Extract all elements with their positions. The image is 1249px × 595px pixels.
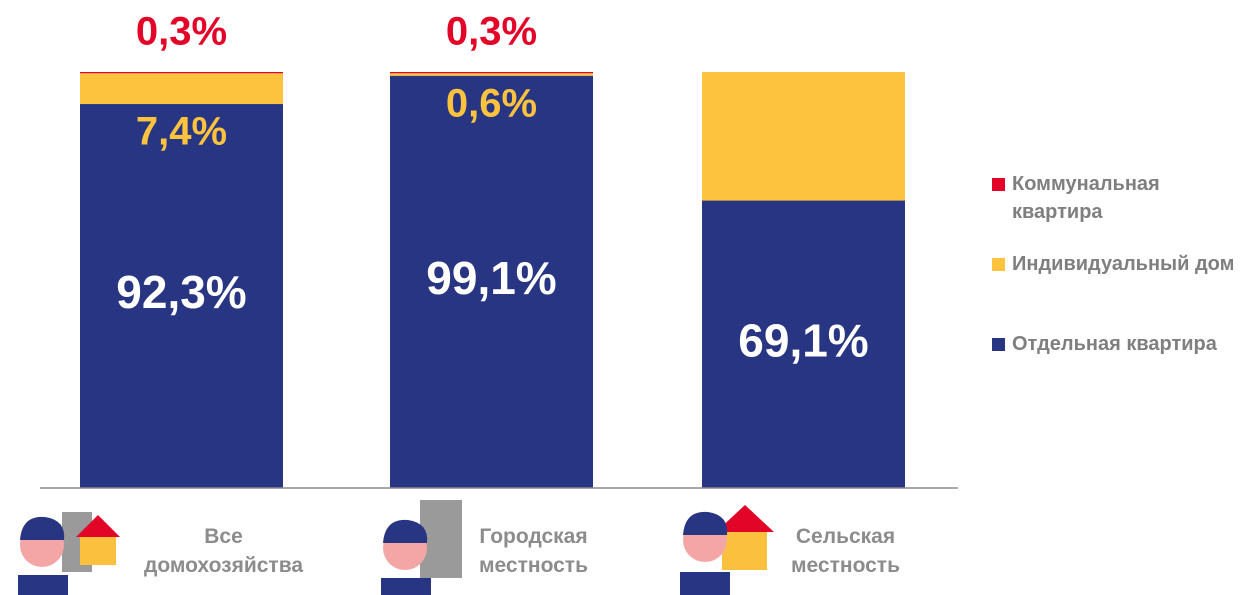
bar-segment — [80, 72, 283, 74]
value-label: 92,3% — [116, 266, 246, 318]
value-label: 30,9% — [747, 112, 860, 156]
value-label: 0,3% — [136, 10, 227, 54]
icon-urban — [381, 500, 462, 595]
x-tick-label: Все домохозяйства — [143, 525, 304, 577]
bar-segment — [390, 73, 593, 76]
x-tick-label: Городская местность — [478, 525, 588, 577]
legend-item: Индивидуальный дом — [992, 250, 1242, 278]
value-label: 69,1% — [738, 314, 868, 366]
bar-segment — [702, 200, 905, 488]
bar-segment — [702, 72, 905, 201]
legend-swatch — [992, 258, 1005, 271]
legend-item: Отдельная квартира — [992, 330, 1242, 358]
value-label: 99,1% — [426, 252, 556, 304]
bar-segment — [390, 75, 593, 488]
icon-rural — [680, 505, 774, 595]
value-label: 0,3% — [446, 10, 537, 54]
bar-segment — [390, 72, 593, 74]
bar-segment — [80, 104, 283, 489]
icon-all — [18, 512, 120, 595]
legend-swatch — [992, 178, 1005, 191]
x-tick-label: Сельская местность — [790, 525, 900, 577]
bar-segment — [80, 73, 283, 105]
legend-swatch — [992, 338, 1005, 351]
legend-item: Коммунальная квартира — [992, 170, 1242, 226]
value-label: 7,4% — [136, 110, 227, 154]
value-label: 0,6% — [446, 81, 537, 125]
